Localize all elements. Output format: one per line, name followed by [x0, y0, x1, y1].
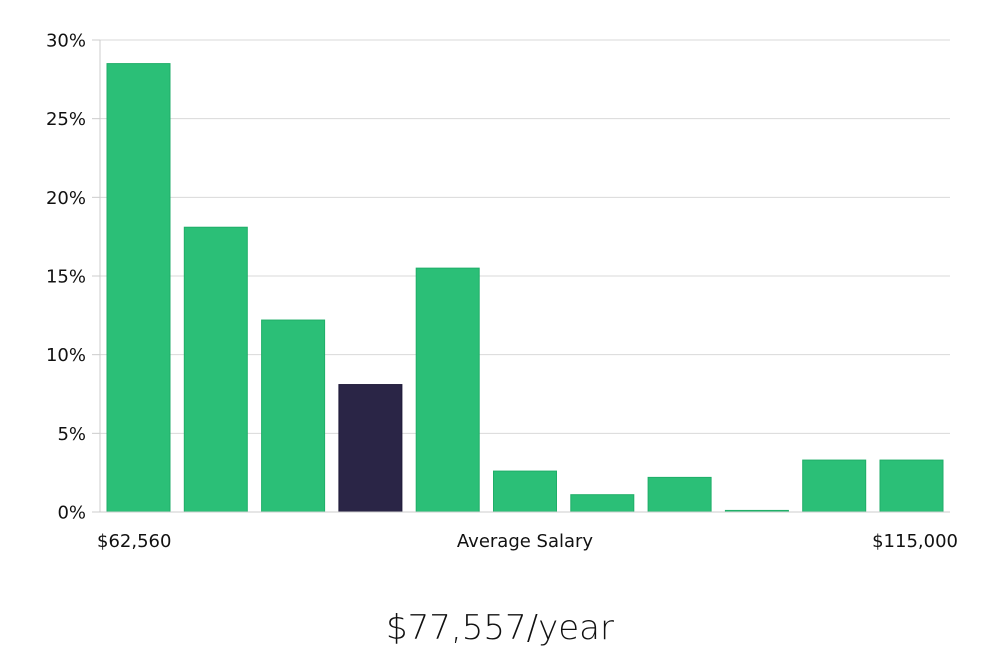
y-tick-label: 15% — [46, 267, 86, 288]
bars — [106, 63, 944, 513]
bar — [493, 470, 557, 513]
bar — [647, 476, 712, 513]
bar-highlighted — [338, 384, 403, 513]
bar — [879, 459, 944, 513]
bar — [183, 226, 248, 513]
y-axis-ticks: 0% 5% 10% 15% 20% 25% 30% — [46, 31, 100, 524]
salary-histogram-chart: 0% 5% 10% 15% 20% 25% 30% $62,560 Average Sala… — [46, 31, 958, 553]
bar — [415, 267, 480, 513]
x-label-average: Average Salary — [457, 531, 594, 552]
y-tick-label: 5% — [57, 424, 86, 445]
bar — [106, 63, 171, 513]
y-tick-label: 10% — [46, 345, 86, 366]
y-tick-label: 0% — [57, 503, 86, 524]
x-label-min: $62,560 — [97, 531, 171, 552]
bar — [802, 459, 867, 513]
y-tick-label: 25% — [46, 109, 86, 130]
x-label-max: $115,000 — [872, 531, 958, 552]
bar — [261, 319, 326, 513]
average-salary-value: $77,557/year — [386, 608, 614, 648]
bar — [570, 494, 635, 513]
y-tick-label: 30% — [46, 31, 86, 52]
y-tick-label: 20% — [46, 188, 86, 209]
